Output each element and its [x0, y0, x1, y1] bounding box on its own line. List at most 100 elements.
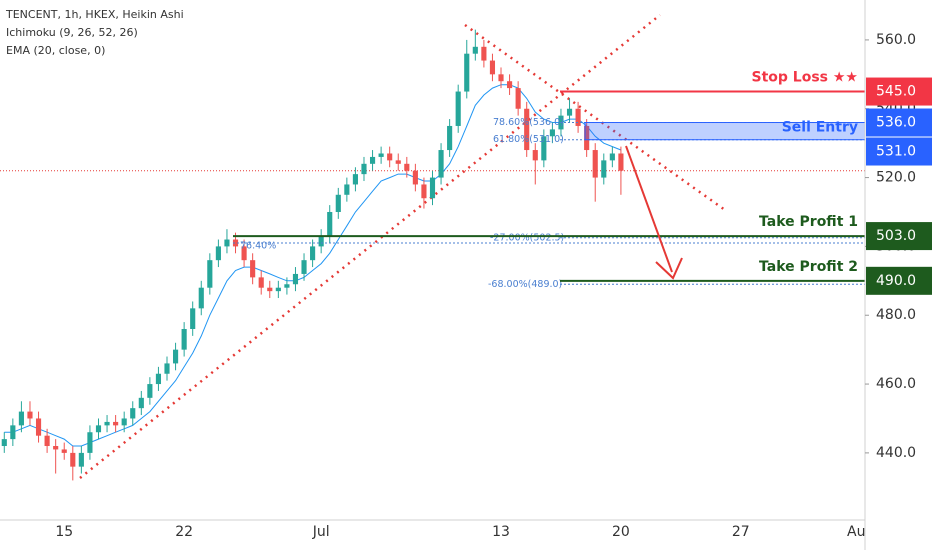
candle-body [70, 452, 76, 467]
candle-body [412, 170, 418, 185]
candle-body [181, 329, 187, 350]
candle-body [113, 421, 119, 426]
candle-body [44, 435, 50, 447]
x-tick-label: 22 [175, 524, 193, 540]
candle-body [404, 163, 410, 171]
fib-label: -27.00%(502.5) [490, 232, 564, 243]
candle-body [241, 246, 247, 261]
price-box-label: 490.0 [876, 273, 916, 289]
candle-body [215, 246, 221, 261]
fib-label: 78.60%(536.0) [493, 117, 564, 128]
candle-body [524, 108, 530, 151]
candle-body [104, 421, 110, 426]
candle-body [207, 260, 213, 288]
entry-zone [584, 122, 865, 141]
price-box-label: 536.0 [876, 115, 916, 131]
candle-body [173, 349, 179, 364]
candle-body [344, 184, 350, 195]
y-tick-label: 440.0 [876, 445, 916, 461]
level-label: Sell Entry [782, 120, 858, 136]
indicator-label: Ichimoku (9, 26, 52, 26) [6, 26, 138, 39]
candle-body [121, 418, 127, 426]
x-tick-label: 13 [492, 524, 510, 540]
level-label: Take Profit 1 [759, 214, 858, 230]
candle-body [429, 177, 436, 199]
candle-body [481, 46, 487, 61]
candle-body [190, 308, 196, 330]
candle-body [250, 260, 256, 278]
price-box-label: 531.0 [876, 144, 916, 160]
chart-title: TENCENT, 1h, HKEX, Heikin Ashi [5, 8, 184, 21]
candle-body [515, 88, 521, 109]
level-label: Stop Loss ★★ [752, 70, 858, 86]
arrow-shaft [625, 145, 673, 273]
plot-area: 15 22 Jul 13 20 27 Aug 76.40% 78.60%(536.0) 61.80… [0, 14, 874, 540]
candle-body [532, 150, 538, 161]
candle-body [35, 418, 42, 436]
candle-body [284, 284, 290, 288]
candle-body [232, 239, 239, 247]
candle-body [18, 411, 24, 426]
candle-body [541, 136, 547, 161]
candle-body [618, 153, 624, 171]
candle-body [352, 174, 358, 185]
candle-body [507, 81, 513, 89]
candle-body [78, 452, 84, 467]
candle-body [609, 153, 615, 161]
x-tick-label: 20 [612, 524, 630, 540]
candle-body [601, 160, 607, 178]
x-tick-label: Aug [847, 524, 874, 540]
candle-body [275, 287, 281, 292]
indicator-label: EMA (20, close, 0) [6, 44, 105, 57]
candle-body [378, 153, 384, 157]
candle-body [489, 60, 496, 75]
price-box-label: 545.0 [876, 84, 916, 100]
candle-body [164, 363, 170, 374]
candle-body [224, 239, 230, 247]
candle-body [584, 125, 590, 151]
candle-body [1, 439, 7, 447]
candle-body [87, 432, 93, 453]
candle-body [258, 277, 264, 288]
arrow-head [655, 257, 683, 280]
price-box [866, 266, 932, 295]
price-box [866, 77, 932, 106]
candle-body [130, 408, 136, 419]
candle-body [575, 108, 581, 126]
candle-body [395, 160, 401, 164]
y-tick-label: 520.0 [876, 170, 916, 186]
candle-body [327, 211, 333, 237]
candle-body [472, 46, 478, 54]
candle-body [301, 260, 307, 274]
y-tick-label: 560.0 [876, 32, 916, 48]
y-tick-label: 480.0 [876, 307, 916, 323]
price-box [866, 137, 932, 166]
candle-body [387, 153, 393, 161]
fib-label: 76.40% [240, 240, 276, 251]
candle-body [335, 194, 341, 212]
candle-body [464, 53, 470, 92]
candle-body [318, 236, 324, 247]
candle-body [498, 74, 504, 82]
fib-label: -68.00%(489.0) [488, 279, 562, 290]
price-box [866, 222, 932, 251]
candle-body [549, 129, 555, 137]
x-tick-label: Jul [312, 524, 330, 540]
candle-body [138, 397, 144, 409]
y-tick-label: 460.0 [876, 376, 916, 392]
candle-body [147, 384, 153, 398]
candle-body [310, 246, 316, 261]
candle-body [27, 411, 33, 419]
x-tick-label: 15 [55, 524, 73, 540]
fib-label: 61.80%(531.0) [493, 134, 564, 145]
candle-body [447, 125, 453, 151]
candle-body [566, 108, 573, 116]
candle-body [455, 91, 461, 126]
level-label: Take Profit 2 [759, 259, 858, 275]
candle-body [421, 184, 427, 199]
candle-body [438, 150, 444, 178]
candle-body [10, 425, 16, 440]
candle-body [369, 156, 376, 164]
candle-body [292, 273, 299, 285]
